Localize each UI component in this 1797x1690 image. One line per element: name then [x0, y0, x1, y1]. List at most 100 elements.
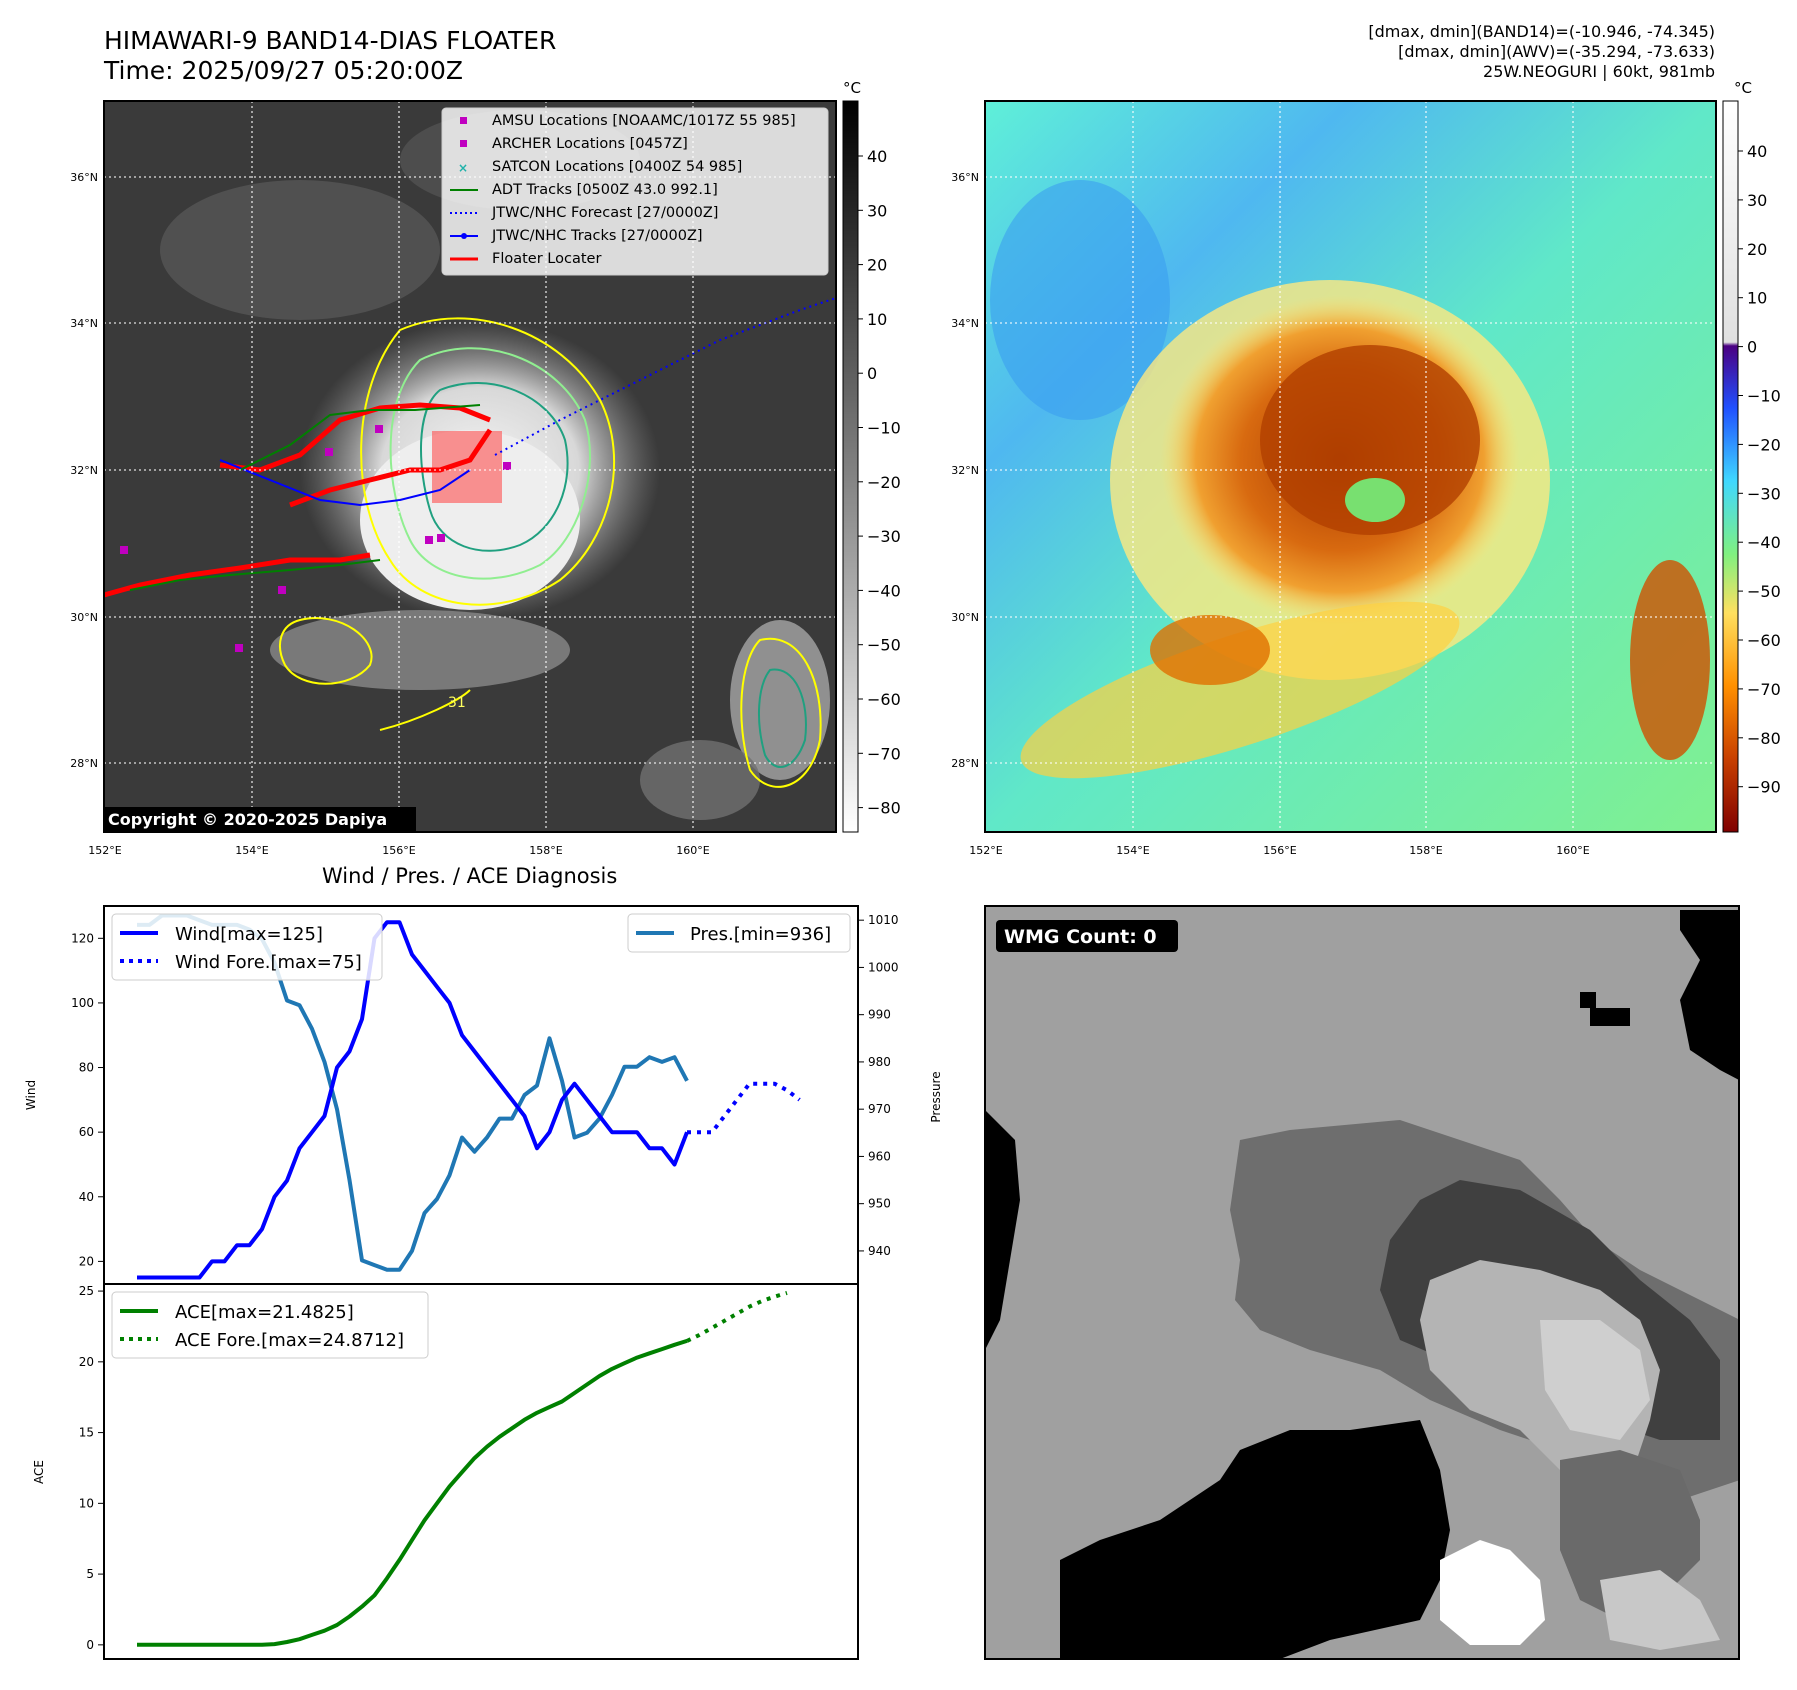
wv-colorbar-unit: °C: [1734, 79, 1752, 97]
ir-map-panel: 31: [70, 100, 837, 857]
wind-pressure-chart: 20 40 60 80 100 120 940 950 960 970 980 990 1000 101…: [24, 905, 943, 1285]
legend-marker-archer: [460, 140, 467, 147]
storm-info: [dmax, dmin](BAND14)=(-10.946, -74.345) …: [1368, 22, 1715, 82]
ir-markers: [120, 425, 511, 652]
colorbar-tick-label: −50: [867, 636, 901, 655]
pressure-tick-label: 970: [868, 1102, 891, 1116]
lon-tick-label: 158°E: [529, 844, 562, 857]
diagnosis-title: Wind / Pres. / ACE Diagnosis: [322, 864, 618, 888]
colorbar-tick-label: −70: [867, 744, 901, 763]
colorbar-tick-label: −90: [1747, 778, 1781, 797]
ace-tick-label: 25: [79, 1284, 94, 1298]
legend-label: SATCON Locations [0400Z 54 985]: [492, 159, 742, 175]
ace-chart: 0 5 10 15 20 25 ACE ACE[max=21.4825] ACE Fore…: [32, 1283, 859, 1660]
wv-map-panel: 36°N 34°N 32°N 30°N 28°N 152°E 154°E 156°E 158°…: [951, 100, 1717, 857]
pressure-y-ticks: 940 950 960 970 980 990 1000 1010: [858, 913, 899, 1258]
wv-lon-ticks: 152°E 154°E 156°E 158°E 160°E: [969, 844, 1589, 857]
figure-title: HIMAWARI-9 BAND14-DIAS FLOATER Time: 202…: [104, 26, 556, 86]
ace-tick-label: 0: [86, 1638, 94, 1652]
wind-legend: Wind[max=125] Wind Fore.[max=75] Pres.[m…: [111, 913, 851, 981]
wmg-cells: [985, 910, 1740, 1659]
legend-wind-label: Wind[max=125]: [175, 924, 323, 945]
colorbar-tick-label: −70: [1747, 680, 1781, 699]
colorbar-tick-label: 30: [1747, 191, 1767, 210]
ir-map-frame: [103, 100, 837, 833]
colorbar-tick-label: −10: [1747, 387, 1781, 406]
legend-marker-amsu: [460, 117, 467, 124]
colorbar-tick-label: 0: [1747, 338, 1757, 357]
colorbar-tick-label: 20: [1747, 240, 1767, 259]
ace-legend: ACE[max=21.4825] ACE Fore.[max=24.8712]: [111, 1291, 429, 1359]
wind-axis-label: Wind: [24, 1080, 38, 1110]
colorbar-tick-label: 10: [1747, 289, 1767, 308]
colorbar-tick-label: −50: [1747, 582, 1781, 601]
legend-label: JTWC/NHC Forecast [27/0000Z]: [491, 205, 718, 221]
lon-tick-label: 152°E: [88, 844, 121, 857]
pressure-tick-label: 960: [868, 1149, 891, 1163]
colorbar-tick-label: −20: [867, 473, 901, 492]
pressure-tick-label: 940: [868, 1244, 891, 1258]
title-line-2: Time: 2025/09/27 05:20:00Z: [104, 56, 463, 85]
ir-lat-ticks: 36°N 34°N 32°N 30°N 28°N: [70, 171, 98, 770]
colorbar-tick-label: −20: [1747, 435, 1781, 454]
title-line-1: HIMAWARI-9 BAND14-DIAS FLOATER: [104, 26, 557, 55]
ace-tick-label: 5: [86, 1567, 94, 1581]
colorbar-tick-label: 0: [867, 364, 877, 383]
lat-tick-label: 36°N: [70, 171, 98, 184]
wind-tick-label: 80: [79, 1061, 94, 1075]
ace-tick-label: 15: [79, 1426, 94, 1440]
lat-tick-label: 34°N: [70, 317, 98, 330]
wind-tick-label: 40: [79, 1190, 94, 1204]
colorbar-tick-label: −40: [1747, 533, 1781, 552]
ace-axis-label: ACE: [32, 1460, 46, 1484]
wind-tick-label: 20: [79, 1254, 94, 1268]
ace-series: [137, 1290, 788, 1647]
pressure-tick-label: 980: [868, 1055, 891, 1069]
pressure-tick-label: 1010: [868, 913, 899, 927]
wind-tick-label: 100: [71, 996, 94, 1010]
lat-tick-label: 32°N: [70, 464, 98, 477]
info-line-1: [dmax, dmin](BAND14)=(-10.946, -74.345): [1368, 22, 1715, 41]
colorbar-tick-label: 40: [867, 147, 887, 166]
lon-tick-label: 160°E: [1556, 844, 1589, 857]
wind-y-ticks: 20 40 60 80 100 120: [71, 931, 104, 1268]
copyright-box: [104, 807, 416, 831]
lat-tick-label: 32°N: [951, 464, 979, 477]
lat-tick-label: 36°N: [951, 171, 979, 184]
wv-moisture-field: [990, 180, 1710, 779]
wmg-panel: WMG Count: 0: [984, 905, 1740, 1660]
wind-tick-label: 60: [79, 1125, 94, 1139]
lon-tick-label: 154°E: [1116, 844, 1149, 857]
legend-label: ARCHER Locations [0457Z]: [492, 136, 688, 152]
pressure-tick-label: 1000: [868, 960, 899, 974]
legend-ace-label: ACE[max=21.4825]: [175, 1302, 354, 1323]
lon-tick-label: 158°E: [1409, 844, 1442, 857]
lat-tick-label: 28°N: [70, 757, 98, 770]
lon-tick-label: 156°E: [1263, 844, 1296, 857]
wind-tick-label: 120: [71, 931, 94, 945]
info-line-3: 25W.NEOGURI | 60kt, 981mb: [1483, 62, 1715, 81]
lon-tick-label: 154°E: [235, 844, 268, 857]
lon-tick-label: 152°E: [969, 844, 1002, 857]
wmg-badge: [996, 920, 1178, 952]
lat-tick-label: 30°N: [70, 611, 98, 624]
ace-tick-label: 10: [79, 1496, 94, 1510]
colorbar-tick-label: −60: [867, 690, 901, 709]
lon-tick-label: 156°E: [382, 844, 415, 857]
lat-tick-label: 28°N: [951, 757, 979, 770]
legend-label: Floater Locater: [492, 251, 601, 267]
ir-lon-ticks: 152°E 154°E 156°E 158°E 160°E: [88, 844, 709, 857]
contour-label: 31: [448, 695, 466, 711]
wmg-count-text: WMG Count: 0: [1004, 926, 1157, 948]
pressure-tick-label: 990: [868, 1008, 891, 1022]
colorbar-tick-label: −80: [867, 799, 901, 818]
ace-tick-label: 20: [79, 1355, 94, 1369]
legend-pres-label: Pres.[min=936]: [690, 924, 831, 945]
colorbar-tick-label: −10: [867, 419, 901, 438]
wv-colorbar: °C 40 30 20 10 0 −10 −20 −30 −40 −50 −60 −70 −80 −90: [1722, 79, 1781, 833]
ir-colorbar-unit: °C: [843, 79, 861, 97]
legend-label: ADT Tracks [0500Z 43.0 992.1]: [492, 182, 718, 198]
colorbar-tick-label: 40: [1747, 142, 1767, 161]
ace-y-ticks: 0 5 10 15 20 25: [79, 1284, 104, 1652]
